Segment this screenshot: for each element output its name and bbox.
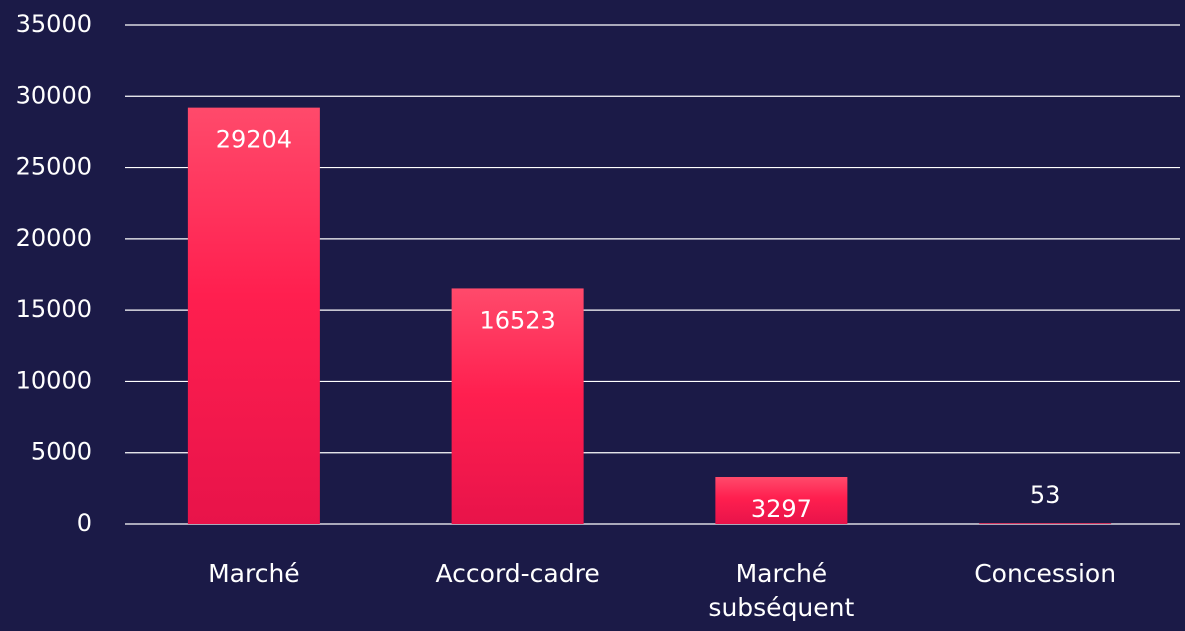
x-tick-label: Marché subséquent [708,559,855,622]
y-tick-label: 5000 [31,438,92,466]
x-tick-label: Concession [974,559,1117,588]
value-label: 16523 [479,306,555,334]
bar [451,288,584,524]
bar [187,107,320,524]
y-tick-label: 20000 [16,224,92,252]
y-tick-label: 15000 [16,295,92,323]
value-label: 29204 [216,126,292,154]
y-tick-label: 35000 [16,10,92,38]
bar [715,476,848,524]
x-tick-label: Accord-cadre [435,559,600,588]
y-tick-label: 30000 [16,81,92,109]
value-label: 53 [1030,481,1061,509]
y-tick-label: 10000 [16,366,92,394]
y-tick-label: 0 [77,509,92,537]
bar [979,523,1112,524]
value-label: 3297 [751,495,812,523]
x-tick-label: Marché [208,559,300,588]
y-tick-label: 25000 [16,153,92,181]
